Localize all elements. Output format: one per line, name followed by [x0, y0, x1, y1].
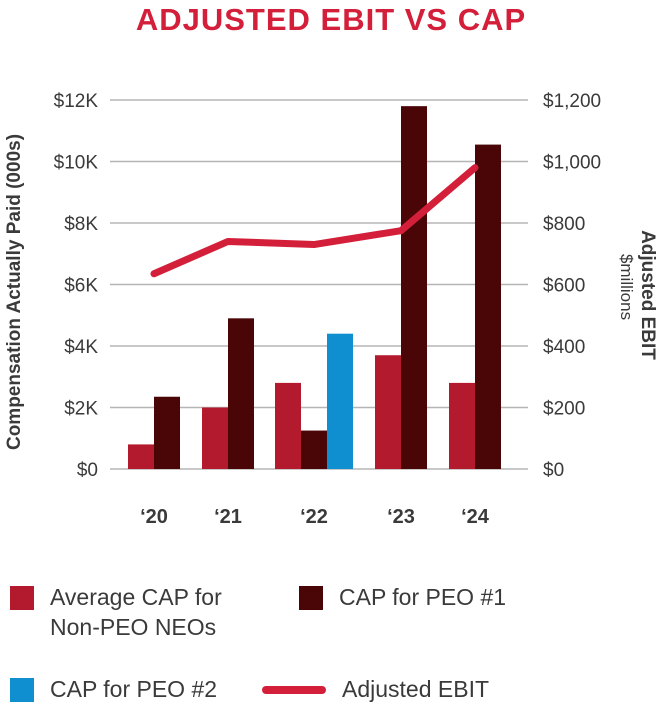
bar-peo2-2: [327, 333, 353, 469]
left-tick-label: $4K: [64, 337, 98, 358]
bar-peo1-4: [475, 144, 501, 469]
legend-label-peo2: CAP for PEO #2: [50, 676, 218, 702]
legend-line-ebit: [262, 686, 326, 694]
bar-avg_neo-2: [275, 382, 301, 469]
legend-label-avg-neo: Average CAP for Non-PEO NEOs: [50, 584, 222, 640]
left-axis-ticks: $0 $2K $4K $6K $8K $10K $12K: [54, 91, 99, 481]
right-tick-label: $400: [543, 337, 585, 358]
right-tick-label: $600: [543, 276, 585, 297]
right-tick-label: $0: [543, 460, 564, 481]
right-tick-label: $800: [543, 214, 585, 235]
bars: [128, 106, 501, 470]
right-axis-ticks: $0 $200 $400 $600 $800 $1,000 $1,200: [543, 91, 601, 481]
legend-label-peo1: CAP for PEO #1: [339, 584, 507, 610]
left-tick-label: $0: [77, 460, 98, 481]
x-axis-labels: ‘20 ‘21 ‘22 ‘23 ‘24: [140, 506, 490, 528]
x-tick-label: ‘22: [300, 506, 328, 528]
bar-avg_neo-0: [128, 444, 154, 469]
legend-swatch-peo1: [299, 586, 323, 610]
bar-peo1-3: [401, 106, 427, 470]
legend-item-ebit: Adjusted EBIT: [262, 674, 489, 704]
legend-swatch-peo2: [10, 678, 34, 702]
left-axis-label: Compensation Actually Paid (000s): [4, 134, 25, 450]
right-tick-label: $1,000: [543, 153, 601, 174]
left-tick-label: $2K: [64, 399, 98, 420]
x-tick-label: ‘23: [387, 506, 415, 528]
left-tick-label: $8K: [64, 214, 98, 235]
right-tick-label: $200: [543, 399, 585, 420]
ebit-line-layer: [150, 164, 479, 278]
right-tick-label: $1,200: [543, 91, 601, 112]
ebit-line: [150, 164, 479, 278]
x-tick-label: ‘21: [214, 506, 242, 528]
x-tick-label: ‘20: [140, 506, 168, 528]
legend-label-ebit: Adjusted EBIT: [342, 676, 490, 702]
bar-avg_neo-4: [449, 382, 475, 469]
legend-item-peo1: CAP for PEO #1: [299, 582, 506, 612]
left-tick-label: $10K: [54, 153, 99, 174]
legend-swatch-avg-neo: [10, 586, 34, 610]
left-tick-label: $12K: [54, 91, 99, 112]
bar-peo1-0: [154, 396, 180, 469]
left-tick-label: $6K: [64, 276, 98, 297]
right-axis-label: Adjusted EBIT: [637, 230, 658, 360]
bar-peo1-1: [228, 318, 254, 469]
bar-avg_neo-1: [202, 407, 228, 469]
bar-peo1-2: [301, 430, 327, 469]
bar-avg_neo-3: [375, 355, 401, 469]
x-tick-label: ‘24: [461, 506, 490, 528]
chart-title: ADJUSTED EBIT VS CAP: [135, 2, 527, 37]
legend-item-peo2: CAP for PEO #2: [10, 674, 217, 704]
legend-item-avg-neo: Average CAP for Non-PEO NEOs: [10, 582, 222, 642]
right-axis-sublabel: $millions: [617, 254, 636, 320]
